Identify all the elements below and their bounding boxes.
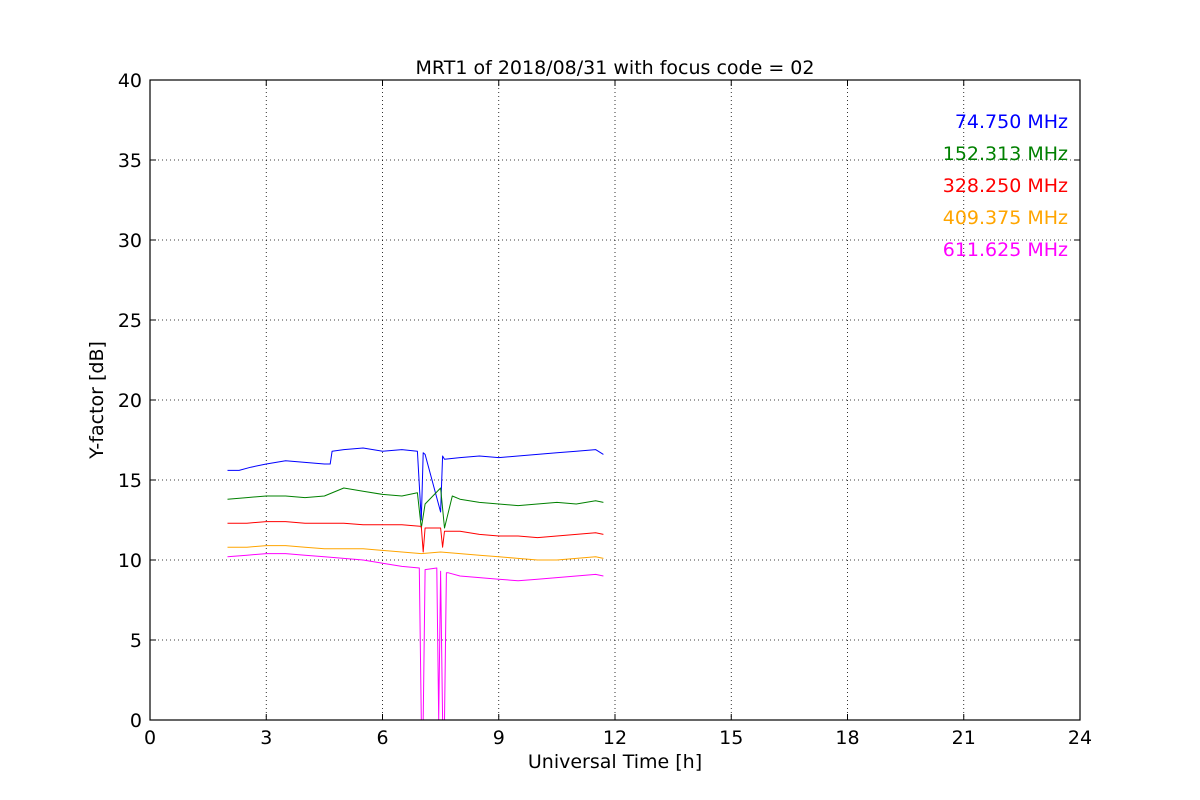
legend-entry-3: 409.375 MHz <box>943 207 1068 229</box>
y-tick-label: 20 <box>118 390 142 412</box>
y-tick-label: 15 <box>118 470 142 492</box>
legend-entry-0: 74.750 MHz <box>955 111 1068 133</box>
x-axis-title: Universal Time [h] <box>528 751 702 773</box>
y-tick-label: 0 <box>130 710 142 732</box>
series-line-4 <box>227 553 604 721</box>
x-tick-label: 15 <box>719 727 743 749</box>
series-line-0 <box>227 447 604 521</box>
y-tick-label: 40 <box>118 70 142 92</box>
series-lines <box>227 447 604 721</box>
y-tick-label: 5 <box>130 630 142 652</box>
series-line-3 <box>227 545 604 561</box>
x-tick-label: 24 <box>1068 727 1092 749</box>
y-tick-label: 30 <box>118 230 142 252</box>
chart-title: MRT1 of 2018/08/31 with focus code = 02 <box>416 57 815 79</box>
x-axis-tick-labels: 0 3 6 9 12 15 18 21 24 <box>144 727 1092 749</box>
x-tick-label: 0 <box>144 727 156 749</box>
x-tick-label: 12 <box>603 727 627 749</box>
x-tick-label: 6 <box>376 727 388 749</box>
legend-entry-1: 152.313 MHz <box>943 143 1068 165</box>
y-tick-label: 25 <box>118 310 142 332</box>
series-line-2 <box>227 521 604 553</box>
y-axis-title: Y-factor [dB] <box>86 341 108 460</box>
grid <box>150 80 1080 720</box>
legend: 74.750 MHz 152.313 MHz 328.250 MHz 409.375 … <box>943 111 1068 261</box>
x-tick-label: 21 <box>952 727 976 749</box>
y-tick-label: 10 <box>118 550 142 572</box>
series-line-1 <box>227 487 604 529</box>
legend-entry-4: 611.625 MHz <box>943 239 1068 261</box>
x-tick-label: 18 <box>835 727 859 749</box>
x-tick-label: 9 <box>493 727 505 749</box>
axis-ticks <box>149 79 1081 721</box>
y-tick-label: 35 <box>118 150 142 172</box>
y-axis-tick-labels: 0 5 10 15 20 25 30 35 40 <box>118 70 142 732</box>
x-tick-label: 3 <box>260 727 272 749</box>
legend-entry-2: 328.250 MHz <box>943 175 1068 197</box>
